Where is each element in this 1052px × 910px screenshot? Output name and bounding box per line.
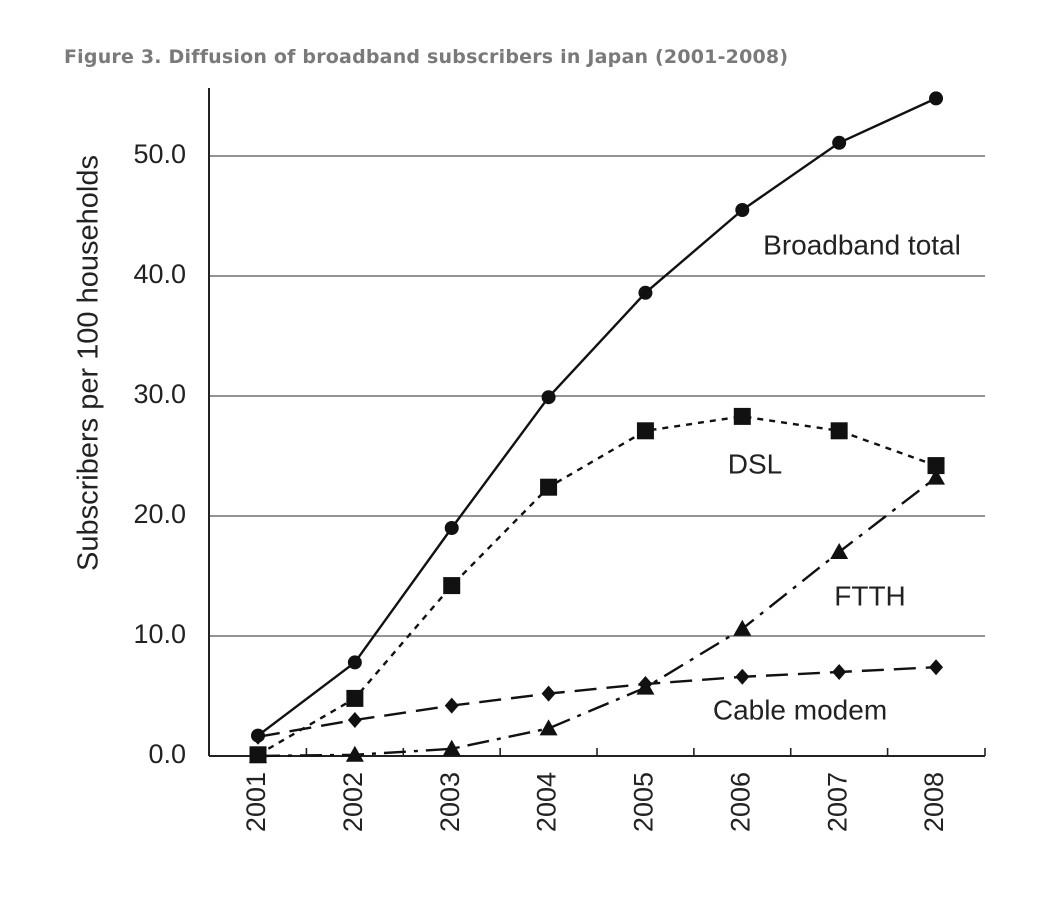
y-tick-label: 0.0	[148, 739, 186, 769]
data-point-diamond	[444, 697, 459, 714]
data-point-diamond	[541, 685, 556, 702]
x-tick-label: 2005	[629, 772, 659, 832]
x-tick-label: 2007	[822, 772, 852, 832]
x-tick-label: 2001	[241, 772, 271, 832]
data-point-square	[733, 407, 751, 425]
series-line	[257, 415, 937, 756]
data-point-square	[830, 422, 848, 440]
x-tick-label: 2006	[725, 772, 755, 832]
data-point-diamond	[832, 664, 847, 680]
data-point-square	[443, 577, 461, 595]
y-tick-label: 40.0	[133, 259, 186, 289]
data-point-triangle	[636, 678, 655, 695]
series	[249, 91, 946, 764]
series-line	[257, 97, 937, 737]
data-point-triangle	[927, 468, 946, 485]
data-point-triangle	[733, 619, 752, 636]
series-broadband-total	[251, 91, 944, 743]
data-point-square	[346, 689, 364, 707]
y-tick-label: 20.0	[133, 499, 186, 529]
series-line	[257, 666, 937, 738]
gridlines	[209, 155, 985, 637]
data-point-circle	[929, 91, 944, 106]
data-point-circle	[347, 655, 362, 670]
data-point-square	[540, 478, 558, 496]
y-axis-label: Subscribers per 100 households	[73, 155, 105, 571]
data-point-circle	[251, 728, 265, 743]
data-point-diamond	[929, 659, 944, 676]
data-point-diamond	[347, 712, 362, 728]
data-point-square	[927, 457, 945, 475]
y-tick-label: 30.0	[133, 379, 186, 409]
data-point-triangle	[539, 719, 558, 736]
data-point-triangle	[830, 543, 849, 559]
y-tick-label: 50.0	[133, 139, 186, 169]
series-label: Broadband total	[763, 229, 961, 260]
data-point-circle	[832, 135, 847, 150]
axes	[208, 88, 986, 757]
data-point-circle	[735, 203, 750, 217]
x-tick-label: 2004	[532, 772, 562, 832]
series-label: DSL	[728, 448, 782, 479]
series-dsl	[249, 407, 945, 764]
series-line	[257, 476, 937, 758]
x-tick-label: 2008	[919, 772, 949, 832]
data-point-square	[249, 746, 267, 764]
data-point-diamond	[735, 668, 750, 685]
data-point-circle	[444, 521, 459, 535]
data-point-circle	[638, 285, 653, 300]
data-point-circle	[541, 390, 556, 405]
series-label: FTTH	[834, 580, 906, 611]
figure-title: Figure 3. Diffusion of broadband subscri…	[64, 46, 789, 68]
data-point-triangle	[345, 745, 364, 762]
y-tick-label: 10.0	[133, 619, 186, 649]
series-labels: Broadband total DSL FTTH Cable modem	[713, 229, 961, 725]
y-tick-labels: 0.0 10.0 20.0 30.0 40.0 50.0	[133, 139, 186, 769]
data-point-triangle	[442, 739, 461, 756]
x-tick-label: 2003	[435, 772, 465, 832]
data-point-square	[636, 422, 654, 440]
series-label: Cable modem	[713, 694, 887, 725]
x-tick-label: 2002	[338, 772, 368, 832]
x-tick-labels: 2001 2002 2003 2004 2005 2006 2007 2008	[241, 772, 949, 832]
